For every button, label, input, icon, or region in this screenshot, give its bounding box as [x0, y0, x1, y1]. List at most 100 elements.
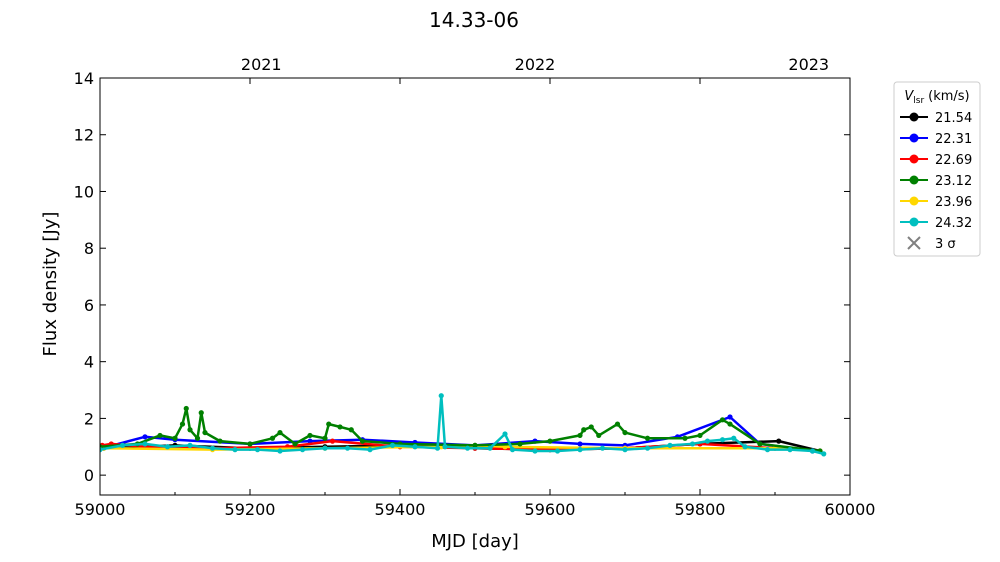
data-point-23.12 [757, 441, 763, 447]
legend: Vlsr (km/s) 21.54 22.31 22.69 23.12 23.96 24.3… [893, 81, 981, 257]
data-point-23.12 [622, 429, 628, 436]
data-point-23.12 [187, 427, 193, 433]
data-point-23.12 [577, 432, 583, 439]
legend-label-24.32: 24.32 [935, 216, 972, 231]
legend-marker-22.69 [909, 154, 919, 164]
data-point-24.32 [100, 447, 103, 453]
legend-label-22.31: 22.31 [935, 132, 972, 147]
legend-frame [893, 81, 981, 257]
data-point-24.32 [367, 447, 373, 453]
legend-title: Vlsr (km/s) [904, 89, 969, 106]
legend-label-21.54: 21.54 [935, 111, 972, 126]
data-point-24.32 [389, 442, 396, 448]
legend-entry-22.31: 22.31 [900, 132, 972, 147]
data-point-24.32 [554, 448, 561, 454]
year-label-2023: 2023 [788, 55, 829, 74]
data-point-23.12 [322, 435, 328, 441]
data-point-24.32 [119, 442, 126, 448]
data-point-21.54 [776, 438, 782, 444]
data-point-24.32 [322, 445, 328, 451]
chart-title: 14.33-06 [429, 8, 519, 32]
year-label-2022: 2022 [515, 55, 556, 74]
data-point-23.12 [198, 410, 204, 416]
data-point-24.32 [731, 435, 737, 441]
data-point-22.31 [577, 441, 583, 447]
data-point-22.31 [142, 434, 148, 440]
data-point-23.12 [581, 427, 587, 433]
data-point-22.69 [329, 438, 336, 444]
data-point-24.32 [509, 447, 516, 453]
y-tick-label-14: 14 [74, 69, 94, 88]
data-point-23.12 [727, 421, 733, 427]
y-tick-label-8: 8 [84, 239, 94, 258]
data-point-24.32 [187, 442, 193, 448]
legend-entries: 21.54 22.31 22.69 23.12 23.96 24.32 3 σ [900, 111, 972, 252]
data-point-24.32 [487, 445, 493, 451]
legend-marker-3-sigma [907, 236, 921, 250]
legend-marker-21.54 [909, 112, 919, 122]
legend-label-23.12: 23.12 [935, 174, 972, 189]
data-point-23.12 [194, 435, 201, 441]
data-point-24.32 [464, 445, 471, 451]
legend-marker-23.12 [909, 175, 919, 185]
x-tick-label-59800: 59800 [675, 500, 726, 519]
legend-entry-23.96: 23.96 [900, 195, 972, 210]
data-point-24.32 [599, 445, 606, 451]
legend-title-unit: (km/s) [928, 89, 970, 104]
data-point-23.12 [307, 432, 313, 439]
data-point-23.12 [644, 435, 651, 441]
data-point-23.12 [614, 421, 621, 427]
data-point-23.12 [719, 417, 726, 423]
data-point-22.31 [727, 414, 733, 420]
data-point-23.12 [697, 432, 703, 439]
data-point-23.12 [269, 435, 276, 441]
data-point-24.32 [164, 444, 171, 450]
data-point-24.32 [689, 441, 696, 447]
data-point-23.12 [157, 432, 163, 439]
data-point-24.32 [254, 447, 261, 453]
data-point-24.32 [277, 448, 283, 454]
plot-frame [99, 77, 851, 496]
data-point-24.32 [209, 445, 216, 451]
data-point-23.12 [348, 427, 354, 433]
data-point-23.12 [547, 438, 553, 444]
x-axis-label: MJD [day] [431, 531, 519, 552]
data-point-23.12 [247, 441, 253, 447]
y-tick-label-4: 4 [84, 353, 94, 372]
data-point-24.32 [764, 447, 771, 453]
x-tick-label-59200: 59200 [225, 500, 276, 519]
legend-marker-22.31 [909, 133, 919, 143]
legend-entry-22.69: 22.69 [900, 153, 972, 168]
x-tick-label-59000: 59000 [75, 500, 126, 519]
data-point-23.12 [682, 435, 688, 441]
data-point-24.32 [232, 447, 238, 453]
data-point-24.32 [809, 448, 816, 454]
y-tick-label-6: 6 [84, 296, 94, 315]
legend-title-sub: lsr [913, 96, 924, 106]
y-tick-label-2: 2 [84, 409, 94, 428]
data-point-23.12 [588, 424, 594, 430]
data-point-24.32 [502, 431, 508, 437]
data-point-23.12 [183, 405, 189, 412]
data-point-23.12 [596, 432, 602, 439]
data-point-23.12 [337, 424, 343, 430]
data-point-24.32 [299, 447, 306, 453]
data-point-23.12 [326, 421, 332, 427]
year-label-2021: 2021 [241, 55, 282, 74]
axes-layer: 59000 59200 59400 59600 59800 60000 0 2 4 6 8 10 12 1… [74, 55, 876, 519]
data-point-24.32 [622, 447, 628, 453]
data-point-24.32 [787, 447, 793, 453]
data-point-24.32 [821, 451, 827, 457]
data-point-24.32 [442, 444, 448, 450]
data-point-24.32 [438, 393, 444, 399]
legend-marker-23.96 [909, 196, 919, 206]
legend-marker-24.32 [909, 217, 919, 227]
data-point-23.12 [172, 435, 178, 441]
data-point-24.32 [742, 444, 748, 450]
data-point-23.12 [517, 441, 523, 447]
data-point-23.12 [292, 441, 298, 447]
x-tick-label-59600: 59600 [525, 500, 576, 519]
data-point-23.12 [217, 438, 223, 444]
data-point-24.32 [412, 444, 418, 450]
legend-label-3-sigma: 3 σ [935, 237, 956, 252]
